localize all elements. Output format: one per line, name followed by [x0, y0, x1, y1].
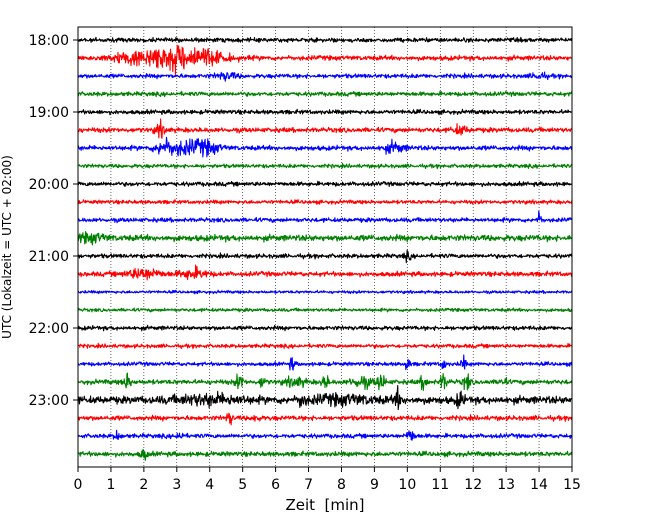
seismogram-trace — [77, 412, 573, 426]
seismogram-trace — [77, 307, 573, 313]
x-tick-label: 14 — [530, 477, 548, 493]
seismogram-trace — [77, 354, 573, 371]
seismogram-trace — [77, 44, 573, 76]
seismogram-trace — [77, 162, 573, 170]
seismogram-trace — [77, 108, 573, 116]
y-axis: 18:00 19:00 20:00 21:00 22:00 23:00 — [29, 33, 78, 409]
y-tick-label: 20:00 — [29, 177, 69, 193]
x-tick-label: 2 — [139, 477, 148, 493]
seismogram-trace — [77, 342, 573, 350]
y-tick-label: 21:00 — [29, 249, 69, 265]
y-tick-label: 23:00 — [29, 393, 69, 409]
seismogram-trace — [77, 385, 573, 411]
x-tick-label: 10 — [398, 477, 416, 493]
seismogram-trace — [77, 118, 573, 139]
x-tick-label: 1 — [106, 477, 115, 493]
seismogram-trace — [77, 210, 573, 224]
plot-frame — [77, 26, 573, 468]
x-tick-label: 0 — [74, 477, 83, 493]
seismogram-trace — [77, 90, 573, 98]
traces — [77, 36, 573, 461]
seismogram-trace — [77, 372, 573, 392]
seismogram-trace — [77, 199, 573, 205]
seismogram-trace — [77, 180, 573, 188]
seismogram-trace — [77, 264, 573, 281]
x-tick-label: 12 — [464, 477, 482, 493]
x-tick-label: 9 — [370, 477, 379, 493]
seismogram-trace — [77, 136, 573, 158]
x-tick-label: 4 — [205, 477, 214, 493]
y-tick-label: 19:00 — [29, 105, 69, 121]
x-axis-label: Zeit [min] — [285, 496, 364, 514]
x-tick-label: 6 — [271, 477, 280, 493]
x-tick-label: 15 — [563, 477, 581, 493]
seismogram-trace — [77, 289, 573, 295]
x-tick-label: 7 — [304, 477, 313, 493]
x-tick-label: 11 — [431, 477, 449, 493]
seismogram-trace — [77, 230, 573, 246]
y-axis-label: UTC (Lokalzeit = UTC + 02:00) — [0, 155, 14, 339]
x-axis: 0 1 2 3 4 5 6 7 8 9 10 11 12 13 14 15 — [74, 467, 581, 493]
seismogram-trace — [77, 324, 573, 332]
x-tick-label: 8 — [337, 477, 346, 493]
y-tick-label: 18:00 — [29, 33, 69, 49]
seismogram-trace — [77, 448, 573, 461]
x-tick-label: 13 — [497, 477, 515, 493]
x-grid — [110, 27, 540, 467]
x-tick-label: 5 — [238, 477, 247, 493]
seismogram-trace — [77, 36, 573, 44]
seismogram-trace — [77, 429, 573, 441]
x-tick-label: 3 — [172, 477, 181, 493]
seismogram-trace — [77, 71, 573, 82]
seismogram-trace — [77, 249, 573, 264]
y-tick-label: 22:00 — [29, 321, 69, 337]
